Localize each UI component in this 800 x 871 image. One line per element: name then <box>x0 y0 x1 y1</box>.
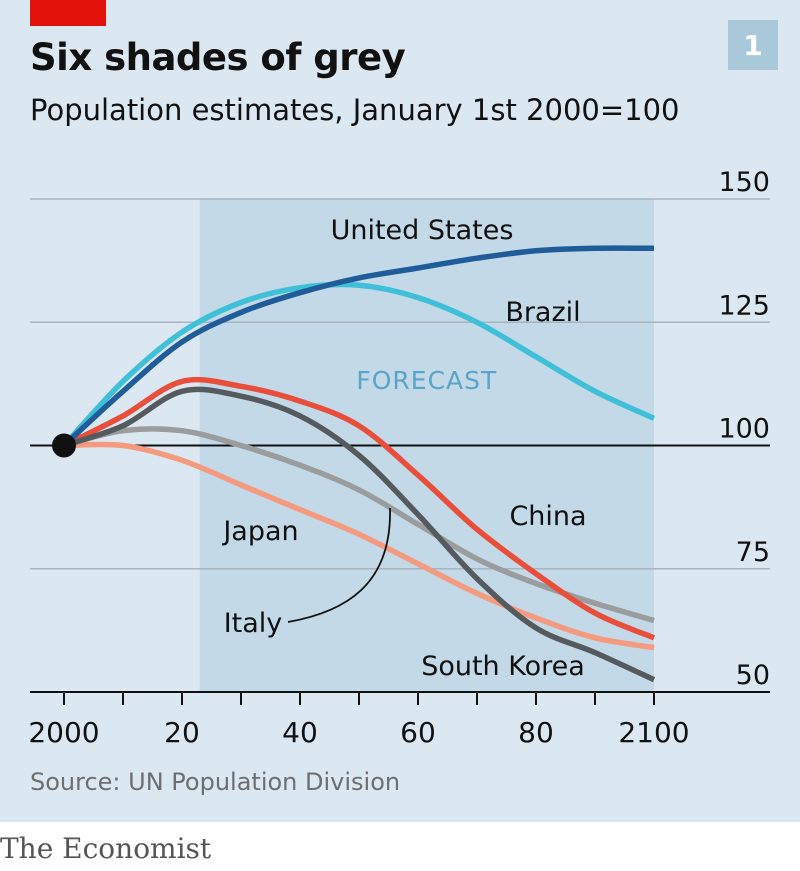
series-label-brazil: Brazil <box>505 297 580 328</box>
series-label-japan: Japan <box>221 516 298 547</box>
x-tick-label-2000: 2000 <box>28 716 99 749</box>
y-tick-label-50: 50 <box>736 660 770 691</box>
series-line-japan <box>63 441 655 651</box>
series-line-south-korea <box>63 386 656 683</box>
series-line-united-states <box>62 245 655 448</box>
y-tick-label-150: 150 <box>718 167 770 198</box>
source-note: Source: UN Population Division <box>30 768 401 796</box>
y-tick-label-75: 75 <box>736 537 770 568</box>
series-line-brazil <box>61 281 656 448</box>
y-tick-label-100: 100 <box>718 414 770 445</box>
x-tick-label-2060: 60 <box>400 716 436 749</box>
chart-number-badge: 1 <box>728 20 778 70</box>
series-line-china <box>62 376 656 641</box>
origin-marker <box>52 433 76 458</box>
series-label-china: China <box>509 501 586 532</box>
x-tick-label-2100: 2100 <box>618 716 689 749</box>
line-chart: FORECAST 50 75 100 125 150 United States Brazi… <box>28 167 770 749</box>
accent-bar <box>30 0 106 26</box>
x-tick-label-2080: 80 <box>518 716 554 749</box>
chart-subtitle: Population estimates, January 1st 2000=1… <box>30 93 680 127</box>
forecast-label: FORECAST <box>356 366 497 395</box>
publisher-logo: The Economist <box>0 832 212 865</box>
series-label-united-states: United States <box>331 215 514 246</box>
x-tick-label-2020: 20 <box>164 716 200 749</box>
y-tick-label-125: 125 <box>718 290 770 321</box>
chart-title: Six shades of grey <box>30 36 406 79</box>
series-label-italy: Italy <box>224 608 283 639</box>
series-label-south-korea: South Korea <box>421 651 585 682</box>
x-tick-label-2040: 40 <box>282 716 318 749</box>
series-line-italy <box>63 426 655 624</box>
italy-leader-line <box>287 507 391 623</box>
